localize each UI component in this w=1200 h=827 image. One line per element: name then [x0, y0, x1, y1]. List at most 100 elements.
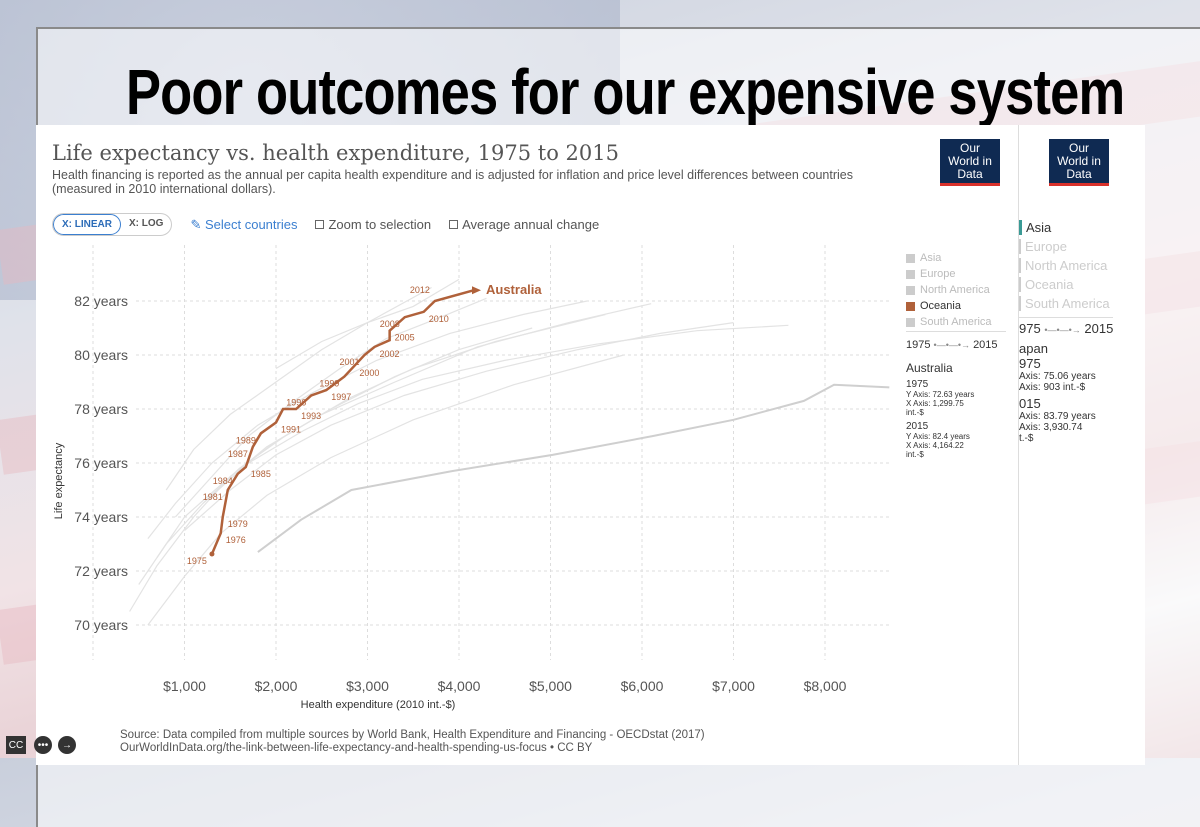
year-label: 2002 — [380, 349, 400, 359]
closed-captions-button[interactable]: CC — [6, 736, 26, 754]
country-line — [129, 327, 533, 612]
year-label: 2005 — [395, 333, 415, 343]
info-year-start: 975 — [1019, 356, 1041, 371]
year-label: 1989 — [236, 435, 256, 445]
info-country: apan — [1019, 341, 1048, 356]
year-label: 1979 — [228, 519, 248, 529]
year-label: 1981 — [203, 492, 223, 502]
next-arrow-icon[interactable]: → — [58, 736, 76, 754]
chart-controls: X: LINEAR X: LOG ✎ Select countries Zoom… — [52, 213, 599, 236]
year-label: 1991 — [281, 425, 301, 435]
avg-label: Average annual change — [462, 217, 600, 232]
chart-title: Life expectancy vs. health expenditure, … — [52, 141, 619, 165]
info-end-unit: t.-$ — [1019, 433, 1034, 444]
zoom-label: Zoom to selection — [328, 217, 432, 232]
scatter-line-chart[interactable]: 70 years 72 years 74 years 76 years 78 years… — [36, 125, 1020, 765]
x-tick-label: $4,000 — [438, 678, 481, 694]
info-start-x: Axis: 903 int.-$ — [1019, 382, 1086, 393]
scale-toggle: X: LINEAR X: LOG — [52, 213, 173, 236]
year-label: 2001 — [339, 357, 359, 367]
zoom-to-selection-checkbox[interactable]: Zoom to selection — [315, 217, 431, 232]
x-tick-label: $5,000 — [529, 678, 572, 694]
year-label: 1993 — [301, 411, 321, 421]
more-options-icon[interactable]: ••• — [34, 736, 52, 754]
legend-item-north-america[interactable]: North America — [906, 282, 992, 298]
legend-divider — [906, 331, 1006, 332]
year-label: 2008 — [380, 319, 400, 329]
year-label: 2012 — [410, 285, 430, 295]
timeline-and-info: 1975 •—•—•→ 2015 Australia 1975 Y Axis: … — [906, 335, 1016, 459]
info-country: Australia — [906, 361, 953, 375]
info-year-start: 1975 — [906, 379, 929, 390]
chart-subtitle: Health financing is reported as the annu… — [52, 168, 853, 196]
country-line — [147, 354, 624, 626]
info-end-y: Y Axis: 82.4 years — [906, 432, 970, 441]
country-line — [147, 300, 588, 539]
country-line — [165, 286, 432, 491]
chart-panel: Life expectancy vs. health expenditure, … — [36, 125, 1020, 765]
info-end-y: Axis: 83.79 years — [1019, 411, 1096, 422]
year-label: 2010 — [429, 314, 449, 324]
info-year-end: 015 — [1019, 396, 1041, 411]
x-tick-label: $7,000 — [712, 678, 755, 694]
info-end-x: Axis: 3,930.74 — [1019, 422, 1083, 433]
legend-item-north-america[interactable]: North America — [1019, 258, 1113, 277]
source-note: Source: Data compiled from multiple sour… — [120, 729, 705, 755]
owid-logo[interactable]: Our World in Data — [940, 139, 1000, 186]
pencil-icon: ✎ — [190, 216, 202, 232]
legend-item-south-america[interactable]: South America — [906, 314, 992, 330]
checkbox-icon — [449, 220, 459, 229]
select-countries-button[interactable]: ✎ Select countries — [190, 217, 297, 233]
y-axis-label: Life expectancy — [53, 442, 65, 519]
y-tick-label: 78 years — [74, 401, 128, 417]
x-tick-label: $1,000 — [163, 678, 206, 694]
legend-item-europe[interactable]: Europe — [906, 266, 992, 282]
select-countries-label: Select countries — [204, 216, 298, 232]
legend-item-asia[interactable]: Asia — [906, 250, 992, 266]
legend-item-europe[interactable]: Europe — [1019, 239, 1113, 258]
x-tick-label: $6,000 — [621, 678, 664, 694]
x-tick-label: $2,000 — [255, 678, 298, 694]
y-tick-label: 70 years — [74, 617, 128, 633]
info-end-x: X Axis: 4,164.22 int.-$ — [906, 441, 964, 459]
y-tick-label: 76 years — [74, 455, 128, 471]
year-label: 1984 — [213, 476, 233, 486]
country-line — [202, 324, 789, 504]
australia-line — [210, 288, 475, 555]
australia-arrowhead — [472, 286, 482, 295]
country-line — [275, 278, 460, 370]
timeline[interactable]: 975 •—•—•→ 2015 — [1019, 317, 1114, 336]
australia-start-point — [209, 551, 215, 557]
x-axis-label: Health expenditure (2010 int.-$) — [301, 699, 456, 711]
log-scale-button[interactable]: X: LOG — [129, 218, 164, 229]
source-text: Source: Data compiled from multiple sour… — [120, 729, 705, 741]
australia-series-label: Australia — [486, 282, 542, 297]
x-tick-label: $3,000 — [346, 678, 389, 694]
linear-scale-button[interactable]: X: LINEAR — [53, 214, 121, 235]
source-url[interactable]: OurWorldInData.org/the-link-between-life… — [120, 742, 593, 754]
year-label: 1985 — [251, 469, 271, 479]
year-label: 1975 — [187, 556, 207, 566]
legend-item-asia[interactable]: Asia — [1019, 220, 1113, 239]
average-annual-change-checkbox[interactable]: Average annual change — [449, 217, 599, 232]
second-chart-panel: Our World in Data Asia Europe North Amer… — [1018, 125, 1145, 765]
legend: Asia Europe North America Oceania South … — [906, 250, 992, 330]
x-tick-label: $8,000 — [804, 678, 847, 694]
y-tick-label: 80 years — [74, 347, 128, 363]
info-start-y: Axis: 75.06 years — [1019, 371, 1096, 382]
country-line — [174, 297, 487, 518]
year-label: 1996 — [286, 398, 306, 408]
y-tick-label: 82 years — [74, 293, 128, 309]
y-tick-label: 74 years — [74, 509, 128, 525]
timeline[interactable]: 1975 •—•—•→ 2015 — [906, 339, 998, 351]
legend-item-oceania[interactable]: Oceania — [906, 298, 992, 314]
info-start-x: X Axis: 1,299.75 int.-$ — [906, 399, 964, 417]
year-label: 2000 — [359, 368, 379, 378]
year-label: 1976 — [226, 535, 246, 545]
info-start-y: Y Axis: 72.63 years — [906, 390, 975, 399]
checkbox-icon — [315, 220, 325, 229]
country-line — [257, 383, 890, 553]
owid-logo[interactable]: Our World in Data — [1049, 139, 1109, 186]
legend-item-south-america[interactable]: South America — [1019, 296, 1113, 315]
legend-item-oceania[interactable]: Oceania — [1019, 277, 1113, 296]
